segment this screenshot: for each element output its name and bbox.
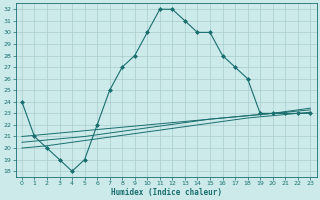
X-axis label: Humidex (Indice chaleur): Humidex (Indice chaleur) <box>111 188 221 197</box>
